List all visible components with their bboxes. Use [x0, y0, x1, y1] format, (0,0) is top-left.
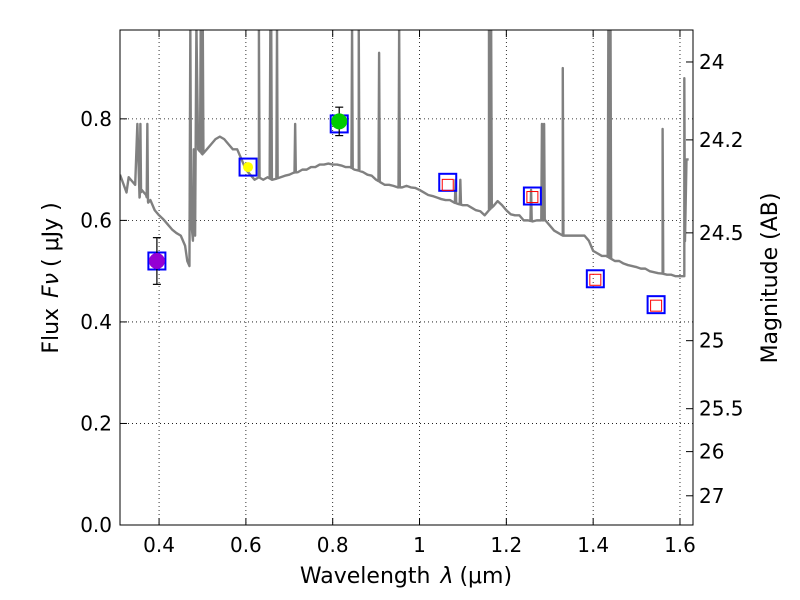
x-tick-label: 0.8: [317, 533, 349, 557]
model-photometry-square: [522, 186, 542, 206]
y2-tick-label: 25: [699, 329, 724, 353]
markers-layer: [147, 106, 666, 315]
x-tick-label: 0.4: [143, 533, 175, 557]
observed-point: [243, 162, 254, 173]
model-spectrum-line: [120, 30, 689, 278]
x-tick-label: 1: [413, 533, 426, 557]
y-tick-label: 0.0: [80, 513, 112, 537]
y-tick-label: 0.4: [80, 310, 112, 334]
ticks: 0.4 0.6 0.8 1 1.2 1.4 1.6 0.0 0.2 0.4 0.6 0.8 24 24.2…: [80, 30, 744, 557]
x-tick-label: 1.4: [577, 533, 609, 557]
y-tick-label: 0.6: [80, 208, 112, 232]
upper-limit-marker: [526, 191, 539, 204]
y2-tick-label: 25.5: [699, 397, 744, 421]
model-spectrum-layer: [120, 30, 689, 278]
x-axis-label: Wavelength λ (μm): [300, 564, 512, 589]
grid: [120, 30, 693, 525]
x-tick-label: 1.6: [664, 533, 696, 557]
model-photometry-square: [585, 269, 605, 289]
y2-tick-label: 24: [699, 50, 724, 74]
upper-limit-marker: [441, 178, 454, 191]
x-tick-label: 1.2: [490, 533, 522, 557]
observed-point: [148, 253, 165, 269]
upper-limit-marker: [650, 299, 663, 312]
y2-axis-label: Magnitude (AB): [758, 193, 783, 364]
y-tick-label: 0.8: [80, 107, 112, 131]
plot-area: [120, 30, 693, 525]
y2-tick-label: 26: [699, 440, 724, 464]
y-axis-label: FluxFν( μJy ): [39, 202, 64, 353]
upper-limit-marker: [589, 273, 602, 286]
y-tick-label: 0.2: [80, 411, 112, 435]
observed-point: [331, 113, 348, 130]
y2-tick-label: 24.5: [699, 221, 744, 245]
plot-frame: [119, 29, 694, 526]
y2-tick-label: 27: [699, 484, 724, 508]
model-photometry-square: [238, 157, 258, 177]
x-tick-label: 0.6: [230, 533, 262, 557]
y2-tick-label: 24.2: [699, 128, 744, 152]
model-photometry-square: [646, 295, 666, 315]
